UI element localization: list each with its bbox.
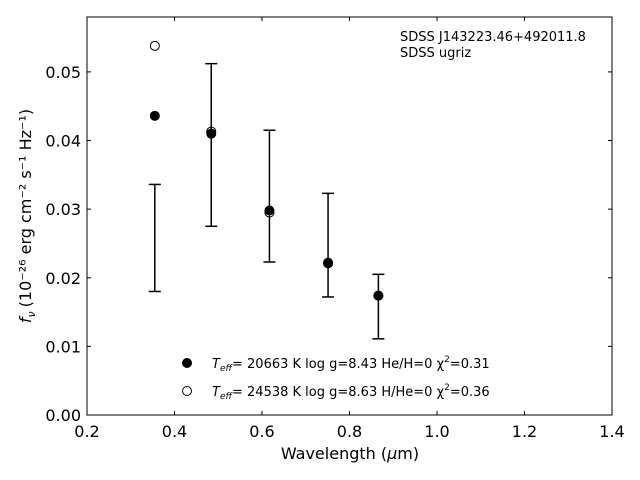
axis-ticks: 0.2 0.4 0.6 0.8 1.0 1.2 1.4 0.00 0.01 0.02 0.03 0.0… xyxy=(45,17,625,441)
legend: Teff= 20663 K log g=8.43 He/H=0 χ2=0.31 … xyxy=(182,355,490,402)
x-tick-label: 1.2 xyxy=(512,422,537,441)
y-tick-label: 0.00 xyxy=(45,406,81,425)
data-points xyxy=(149,40,384,301)
data-point-open xyxy=(323,257,334,268)
x-tick-label: 1.0 xyxy=(424,422,449,441)
data-point-open xyxy=(206,126,217,137)
y-tick-label: 0.04 xyxy=(45,132,81,151)
y-axis-label: fν(10⁻²⁶ erg cm⁻² s⁻¹ Hz⁻¹) xyxy=(16,109,38,323)
x-tick-label: 0.8 xyxy=(337,422,362,441)
object-annotation: SDSS J143223.46+492011.8 SDSS ugriz xyxy=(400,30,586,61)
data-point-filled xyxy=(149,110,160,121)
legend-entry-2: Teff= 24538 K log g=8.63 H/He=0 χ2=0.36 xyxy=(182,383,490,402)
x-tick-label: 1.4 xyxy=(599,422,624,441)
x-tick-label: 0.6 xyxy=(249,422,274,441)
legend-marker-filled xyxy=(182,358,192,368)
filter-set-label: SDSS ugriz xyxy=(400,46,471,61)
x-axis-label: Wavelength (μm) xyxy=(281,444,419,463)
y-tick-label: 0.02 xyxy=(45,269,81,288)
legend-label-1: Teff= 20663 K log g=8.43 He/H=0 χ2=0.31 xyxy=(212,355,490,374)
legend-entry-1: Teff= 20663 K log g=8.43 He/H=0 χ2=0.31 xyxy=(182,355,490,374)
data-point-open xyxy=(149,40,160,51)
legend-label-2: Teff= 24538 K log g=8.63 H/He=0 χ2=0.36 xyxy=(212,383,490,402)
data-point-open xyxy=(264,207,275,218)
y-tick-label: 0.03 xyxy=(45,200,81,219)
x-tick-label: 0.4 xyxy=(162,422,187,441)
error-bars xyxy=(148,62,385,340)
y-tick-label: 0.01 xyxy=(45,337,81,356)
y-tick-label: 0.05 xyxy=(45,63,81,82)
x-tick-label: 0.2 xyxy=(74,422,99,441)
object-name: SDSS J143223.46+492011.8 xyxy=(400,30,586,45)
data-point-open xyxy=(373,290,384,301)
plot-frame xyxy=(86,16,613,416)
legend-marker-open xyxy=(182,386,192,396)
